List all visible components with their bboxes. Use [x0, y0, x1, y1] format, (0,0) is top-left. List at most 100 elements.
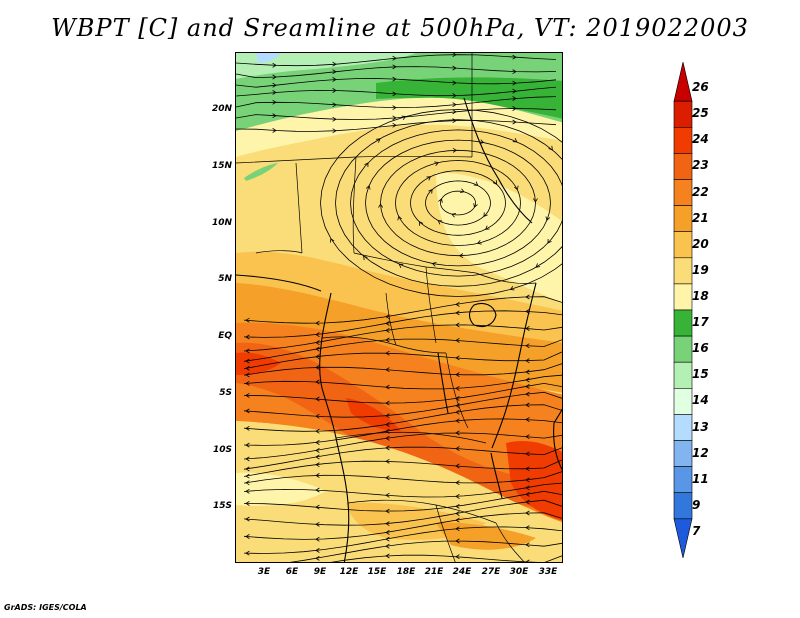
streamline-south: [243, 512, 562, 540]
streamline-arrow: [385, 422, 390, 427]
blue-corner: [256, 53, 281, 63]
streamline-arrow: [512, 54, 517, 60]
streamline-arrow: [455, 409, 460, 415]
streamline-arrow: [245, 408, 250, 414]
streamline-arrow: [385, 321, 390, 326]
streamline-south: [243, 338, 562, 362]
lake-tanganyika: [437, 352, 449, 414]
streamline-south: [243, 404, 562, 432]
colorbar-segment: [673, 257, 693, 285]
streamline-south: [243, 351, 562, 370]
streamline-south: [243, 391, 562, 418]
streamline-arrow: [525, 466, 530, 472]
streamline-arrow: [392, 76, 397, 82]
streamline-arrow: [385, 458, 390, 464]
coastlines: [236, 97, 562, 562]
colorbar-segment: [673, 414, 693, 441]
colorbar-label: 24: [692, 132, 709, 147]
streamline-loop: [335, 119, 562, 287]
streamline-arrow: [484, 225, 490, 230]
streamline-arrow: [245, 317, 250, 323]
streamline-arrow: [455, 511, 460, 516]
streamline-arrow: [245, 348, 250, 354]
streamline-arrow: [525, 343, 530, 349]
streamline-loop: [320, 109, 562, 297]
lat-label-10s: 10S: [212, 445, 232, 455]
colorbar-arrow-bottom: [673, 518, 693, 558]
streamline-south: [289, 540, 562, 562]
colorbar-label: 15: [692, 367, 709, 382]
streamline-arrow: [452, 65, 457, 71]
streamline-arrow: [512, 80, 517, 86]
coastline-west: [319, 292, 350, 562]
streamline-arrow: [315, 354, 320, 360]
colorbar-segment: [673, 335, 693, 363]
streamline-arrow: [315, 346, 320, 352]
streamline-arrow: [272, 128, 277, 133]
streamline-arrow: [385, 350, 390, 356]
streamline-arrow: [525, 559, 530, 562]
lat-label-eq: EQ: [218, 331, 232, 341]
streamline-loop: [380, 149, 536, 257]
streamline-arrow: [315, 428, 320, 434]
streamline-arrow: [492, 180, 498, 185]
lon-label-3e: 3E: [257, 567, 271, 577]
streamline-arrow: [512, 106, 517, 111]
streamline-arrow: [245, 466, 250, 472]
streamline-arrow: [455, 372, 460, 377]
streamline-arrow: [455, 310, 460, 316]
streamline-south: [243, 363, 562, 376]
streamline-arrow: [245, 473, 250, 479]
streamline-arrow: [272, 82, 277, 88]
streamline-arrow: [525, 384, 530, 389]
streamline-arrow: [452, 102, 457, 108]
colorbar-segment: [673, 205, 693, 233]
streamline-arrow: [512, 96, 517, 101]
streamline-arrow: [315, 473, 320, 478]
streamline-arrow: [385, 543, 390, 549]
streamline-arrow: [392, 64, 397, 70]
streamline-arrow: [455, 554, 460, 560]
colorbar-label: 26: [692, 80, 709, 95]
lake-victoria: [468, 302, 497, 328]
streamline-arrow: [533, 198, 538, 203]
streamline-arrow: [332, 116, 337, 122]
streamline-arrow: [315, 379, 320, 385]
coastline-east: [491, 282, 537, 449]
streamline-arrow: [525, 499, 530, 505]
streamline-arrow: [401, 115, 407, 121]
coastline-gulf: [236, 274, 322, 292]
colorbar-segment: [673, 361, 693, 389]
streamline-south: [243, 374, 562, 390]
streamline-arrow: [315, 487, 320, 493]
streamline-arrow: [245, 380, 250, 386]
colorbar-arrow-top: [673, 62, 693, 102]
streamline-arrow: [455, 338, 460, 343]
streamline-arrow: [455, 503, 460, 509]
streamline-arrow: [385, 521, 390, 527]
streamline-arrow: [479, 139, 485, 144]
streamline-arrow: [525, 417, 530, 422]
streamline-arrow: [245, 334, 250, 340]
streamline-arrow: [525, 510, 530, 516]
streamline-arrow: [509, 285, 515, 291]
streamline-arrow: [245, 516, 250, 522]
streamline-arrow: [315, 440, 320, 445]
streamline-arrow: [525, 477, 530, 483]
streamline-arrow: [525, 377, 530, 383]
lake-malawi: [490, 452, 503, 499]
streamline-arrow: [392, 91, 397, 97]
streamline-arrow: [525, 491, 530, 497]
streamline-arrow: [452, 80, 457, 86]
colorbar-segment: [673, 179, 693, 206]
streamline-arrow: [385, 492, 390, 498]
lon-label-6e: 6E: [285, 567, 299, 577]
streamline-arrow: [245, 425, 250, 431]
streamline-arrow: [525, 451, 530, 457]
streamline-south: [243, 310, 562, 338]
streamline-arrow: [512, 88, 517, 94]
light-orange-band: [236, 283, 562, 393]
streamline-arrow: [315, 448, 320, 453]
lon-label-9e: 9E: [313, 567, 327, 577]
streamline-arrow: [272, 62, 277, 68]
